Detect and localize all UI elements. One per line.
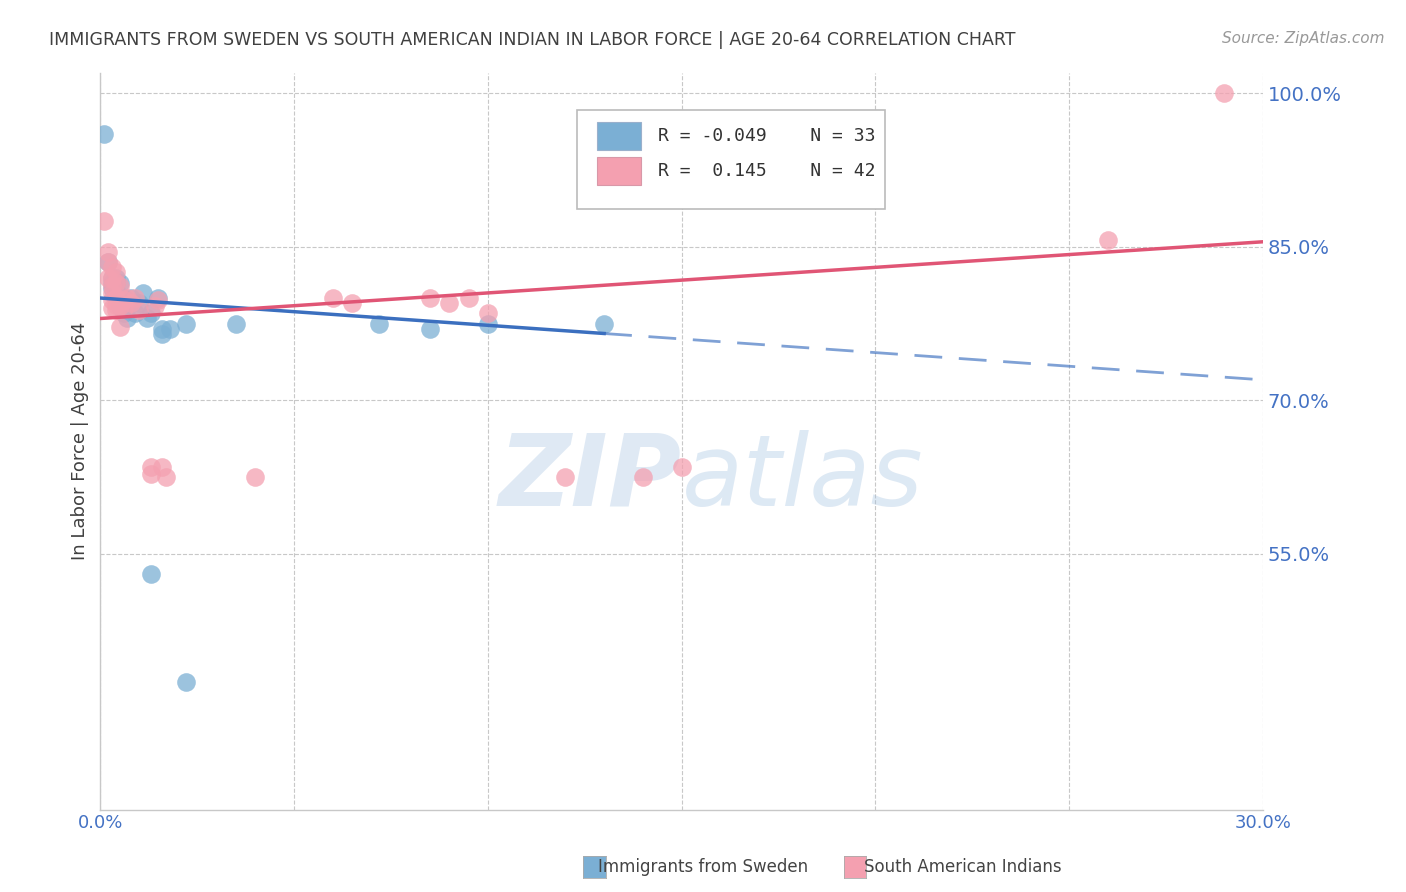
Point [101,270,124,285]
Point [322,291,344,305]
Point [108,278,131,293]
Point [124,291,146,305]
Point [108,299,131,313]
Point [93,214,115,228]
Point [112,301,135,316]
Point [97,245,120,260]
Point [155,470,177,484]
Point [419,322,441,336]
Point [457,291,479,305]
Point [112,291,135,305]
Point [1097,233,1119,247]
Point [139,459,162,474]
Point [117,311,139,326]
Point [128,303,150,318]
Point [101,270,124,285]
Point [139,567,162,582]
Point [108,319,131,334]
Text: IMMIGRANTS FROM SWEDEN VS SOUTH AMERICAN INDIAN IN LABOR FORCE | AGE 20-64 CORRE: IMMIGRANTS FROM SWEDEN VS SOUTH AMERICAN… [49,31,1015,49]
Point [437,296,460,310]
Point [342,296,364,310]
Point [128,296,150,310]
Point [112,306,135,320]
Point [245,470,267,484]
Point [97,255,120,269]
Point [101,285,124,300]
Point [120,296,142,310]
Point [554,470,576,484]
Point [101,293,124,307]
Point [101,278,124,293]
Point [671,459,693,474]
Point [148,291,170,305]
Text: Immigrants from Sweden: Immigrants from Sweden [598,858,808,876]
Point [159,322,181,336]
Point [139,467,162,481]
Point [139,306,162,320]
Point [477,306,499,320]
Point [477,317,499,331]
Point [124,306,146,320]
Point [104,291,127,305]
Point [150,326,173,341]
Point [132,285,155,300]
Point [104,265,127,279]
Point [104,283,127,297]
Point [419,291,441,305]
Point [101,301,124,316]
Point [225,317,247,331]
Text: R = -0.049    N = 33: R = -0.049 N = 33 [658,127,876,145]
Text: Source: ZipAtlas.com: Source: ZipAtlas.com [1222,31,1385,46]
Point [104,298,127,312]
Point [101,260,124,275]
Point [108,291,131,305]
Point [117,301,139,316]
Point [101,281,124,295]
Point [97,255,120,269]
Point [631,470,654,484]
Point [112,293,135,307]
Point [174,317,197,331]
Point [97,270,120,285]
Point [174,674,197,689]
Point [148,293,170,307]
Text: R =  0.145    N = 42: R = 0.145 N = 42 [658,162,876,180]
Point [368,317,391,331]
Point [1213,87,1236,101]
Point [108,276,131,290]
Bar [596,121,641,150]
Text: South American Indians: South American Indians [865,858,1062,876]
Point [150,322,173,336]
Text: atlas: atlas [682,430,924,526]
Bar [596,157,641,185]
Text: ZIP: ZIP [499,430,682,526]
Point [108,299,131,313]
Point [150,459,173,474]
Point [593,317,616,331]
Point [135,311,157,326]
Point [104,303,127,318]
Point [117,291,139,305]
Point [101,276,124,290]
Point [104,270,127,285]
Y-axis label: In Labor Force | Age 20-64: In Labor Force | Age 20-64 [72,322,89,560]
Point [93,128,115,142]
Point [104,276,127,290]
FancyBboxPatch shape [576,110,886,210]
Point [104,276,127,290]
Point [143,299,166,313]
Point [120,291,142,305]
